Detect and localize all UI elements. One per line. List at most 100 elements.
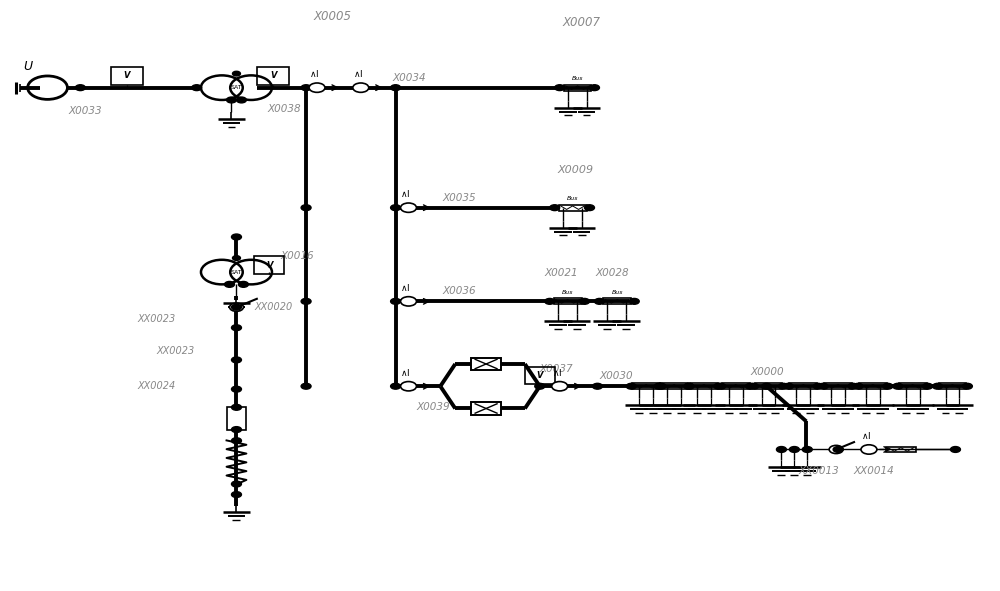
- Bar: [603, 298, 631, 304]
- Bar: [227, 407, 246, 430]
- Circle shape: [802, 447, 812, 452]
- Circle shape: [950, 447, 960, 452]
- Circle shape: [225, 281, 234, 287]
- Circle shape: [231, 404, 241, 410]
- Circle shape: [861, 445, 877, 454]
- Text: XX0014: XX0014: [853, 466, 894, 476]
- Bar: [886, 447, 916, 452]
- Circle shape: [401, 297, 416, 306]
- Circle shape: [301, 85, 311, 90]
- Circle shape: [231, 492, 241, 498]
- Circle shape: [762, 384, 771, 389]
- Circle shape: [580, 298, 590, 304]
- Text: $\wedge$I: $\wedge$I: [861, 430, 871, 441]
- Bar: [111, 67, 143, 85]
- Text: Bus: Bus: [567, 196, 578, 201]
- Text: XX0023: XX0023: [137, 314, 175, 324]
- Circle shape: [391, 204, 401, 210]
- Text: X0035: X0035: [442, 193, 476, 203]
- Circle shape: [301, 204, 311, 210]
- Circle shape: [391, 298, 401, 304]
- Circle shape: [301, 384, 311, 389]
- Text: X0036: X0036: [442, 286, 476, 296]
- Circle shape: [883, 384, 893, 389]
- Text: X0016: X0016: [280, 251, 314, 261]
- Circle shape: [401, 203, 416, 212]
- Text: V: V: [270, 72, 277, 80]
- Text: $\wedge$I: $\wedge$I: [400, 282, 411, 293]
- Circle shape: [933, 384, 943, 389]
- Bar: [660, 384, 688, 389]
- Circle shape: [962, 384, 972, 389]
- Circle shape: [684, 384, 694, 389]
- Text: X0007: X0007: [563, 16, 601, 29]
- Circle shape: [654, 384, 664, 389]
- Bar: [824, 384, 852, 389]
- Circle shape: [391, 85, 401, 90]
- Circle shape: [550, 204, 560, 210]
- Circle shape: [75, 85, 85, 90]
- Circle shape: [231, 357, 241, 363]
- Circle shape: [232, 72, 240, 76]
- Circle shape: [776, 447, 786, 452]
- Circle shape: [716, 384, 726, 389]
- Circle shape: [301, 298, 311, 304]
- Circle shape: [231, 234, 241, 240]
- Text: X0005: X0005: [314, 10, 352, 23]
- Circle shape: [192, 85, 202, 90]
- Circle shape: [893, 384, 903, 389]
- Text: XX0024: XX0024: [137, 381, 175, 391]
- Circle shape: [783, 384, 793, 389]
- Bar: [755, 384, 782, 389]
- Circle shape: [778, 384, 788, 389]
- Text: V: V: [266, 261, 273, 269]
- Text: XX0020: XX0020: [254, 302, 293, 312]
- Text: SAT: SAT: [231, 85, 242, 90]
- Circle shape: [230, 303, 243, 311]
- Circle shape: [923, 384, 933, 389]
- Bar: [899, 384, 927, 389]
- Text: XX0023: XX0023: [157, 346, 195, 356]
- Circle shape: [585, 204, 594, 210]
- Text: V: V: [537, 371, 543, 380]
- Circle shape: [231, 325, 241, 330]
- Text: $\wedge$I: $\wedge$I: [400, 366, 411, 378]
- Circle shape: [236, 97, 246, 103]
- Text: SAT: SAT: [231, 269, 242, 275]
- Circle shape: [232, 256, 240, 261]
- Circle shape: [231, 304, 241, 310]
- Circle shape: [231, 438, 241, 444]
- Circle shape: [714, 384, 724, 389]
- Circle shape: [818, 384, 828, 389]
- Circle shape: [238, 281, 248, 287]
- Circle shape: [833, 447, 843, 452]
- Circle shape: [749, 384, 759, 389]
- Bar: [690, 384, 718, 389]
- Text: $\wedge$I: $\wedge$I: [552, 366, 562, 378]
- Circle shape: [813, 384, 823, 389]
- Text: $\wedge$I: $\wedge$I: [353, 68, 363, 79]
- Text: V: V: [124, 72, 130, 80]
- Circle shape: [684, 384, 694, 389]
- Bar: [859, 384, 887, 389]
- Circle shape: [656, 384, 666, 389]
- Circle shape: [231, 481, 241, 487]
- Circle shape: [592, 384, 602, 389]
- Text: XX0013: XX0013: [798, 466, 839, 476]
- Circle shape: [552, 382, 568, 391]
- Bar: [789, 384, 817, 389]
- Circle shape: [590, 85, 599, 90]
- Bar: [939, 384, 966, 389]
- Circle shape: [829, 446, 843, 453]
- Circle shape: [629, 298, 639, 304]
- Text: X0030: X0030: [599, 371, 633, 381]
- Bar: [471, 358, 501, 371]
- Text: $\wedge$I: $\wedge$I: [309, 68, 319, 79]
- Bar: [257, 67, 289, 85]
- Circle shape: [555, 85, 565, 90]
- Text: X0009: X0009: [558, 164, 594, 174]
- Text: X0000: X0000: [751, 366, 784, 376]
- Bar: [525, 367, 555, 385]
- Circle shape: [353, 83, 369, 92]
- Circle shape: [853, 384, 863, 389]
